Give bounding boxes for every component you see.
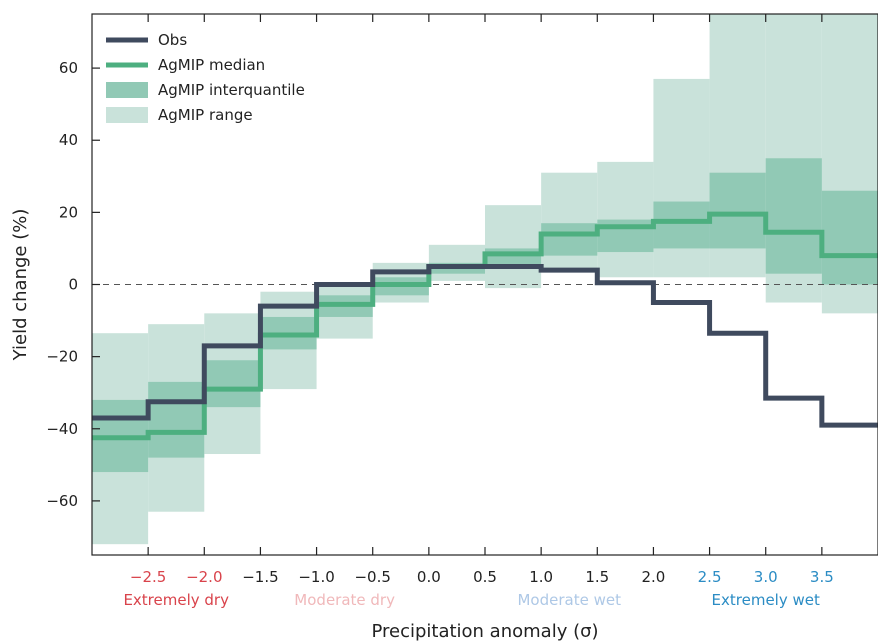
- category-label: Moderate dry: [294, 591, 395, 609]
- y-tick-label: 0: [68, 276, 78, 294]
- x-tick-label: 0.5: [473, 568, 497, 586]
- series-line-obs: [92, 263, 878, 428]
- series-line-agmip-median: [92, 211, 878, 441]
- band-interquantile-bin-8: [541, 223, 598, 256]
- x-tick-label: 2.5: [698, 568, 722, 586]
- x-tick-label: 3.0: [754, 568, 778, 586]
- x-tick-label: −0.5: [354, 568, 390, 586]
- category-label: Extremely wet: [712, 591, 820, 609]
- band-range-bin-7: [485, 205, 542, 289]
- x-tick-label: −2.0: [186, 568, 222, 586]
- band-interquantile-bin-13: [821, 190, 878, 285]
- series-layer: [92, 211, 878, 441]
- x-tick-label: −1.5: [242, 568, 278, 586]
- legend: Obs AgMIP median AgMIP interquantile AgMIP …: [106, 31, 305, 124]
- x-tick-label: 0.0: [417, 568, 441, 586]
- band-interquantile-bin-7: [485, 248, 542, 267]
- category-labels: Extremely dry Moderate dry Moderate wet Ext…: [123, 591, 820, 609]
- legend-label: AgMIP interquantile: [158, 81, 305, 99]
- x-tick-label: −1.0: [298, 568, 334, 586]
- x-axis-label: Precipitation anomaly (σ): [371, 621, 598, 642]
- legend-label: Obs: [158, 31, 187, 49]
- category-label: Moderate wet: [517, 591, 621, 609]
- y-tick-label: −60: [46, 492, 78, 510]
- x-tick-label: 1.0: [529, 568, 553, 586]
- y-axis-label: Yield change (%): [10, 209, 31, 362]
- y-tick-label: −40: [46, 420, 78, 438]
- band-interquantile-bin-12: [765, 158, 822, 274]
- y-tick-label: 60: [59, 59, 78, 77]
- y-tick-label: −20: [46, 348, 78, 366]
- x-tick-label: 1.5: [585, 568, 609, 586]
- x-tick-label: 2.0: [641, 568, 665, 586]
- x-tick-label: −2.5: [130, 568, 166, 586]
- y-tick-label: 20: [59, 203, 78, 221]
- band-interquantile-bin-2: [204, 360, 261, 408]
- legend-swatch: [106, 82, 148, 98]
- category-label: Extremely dry: [123, 591, 229, 609]
- band-interquantile-bin-1: [148, 381, 205, 458]
- x-tick-label: 3.5: [810, 568, 834, 586]
- legend-swatch: [106, 107, 148, 123]
- band-interquantile-bin-11: [709, 172, 766, 249]
- ticks-layer: −2.5 −2.0 −1.5 −1.0 −0.5 0.0 0.5 1.0 1.5 2.0 2.5 3.…: [46, 14, 834, 586]
- band-interquantile-bin-10: [653, 201, 710, 249]
- legend-label: AgMIP median: [158, 56, 265, 74]
- y-tick-label: 40: [59, 131, 78, 149]
- legend-label: AgMIP range: [158, 106, 253, 124]
